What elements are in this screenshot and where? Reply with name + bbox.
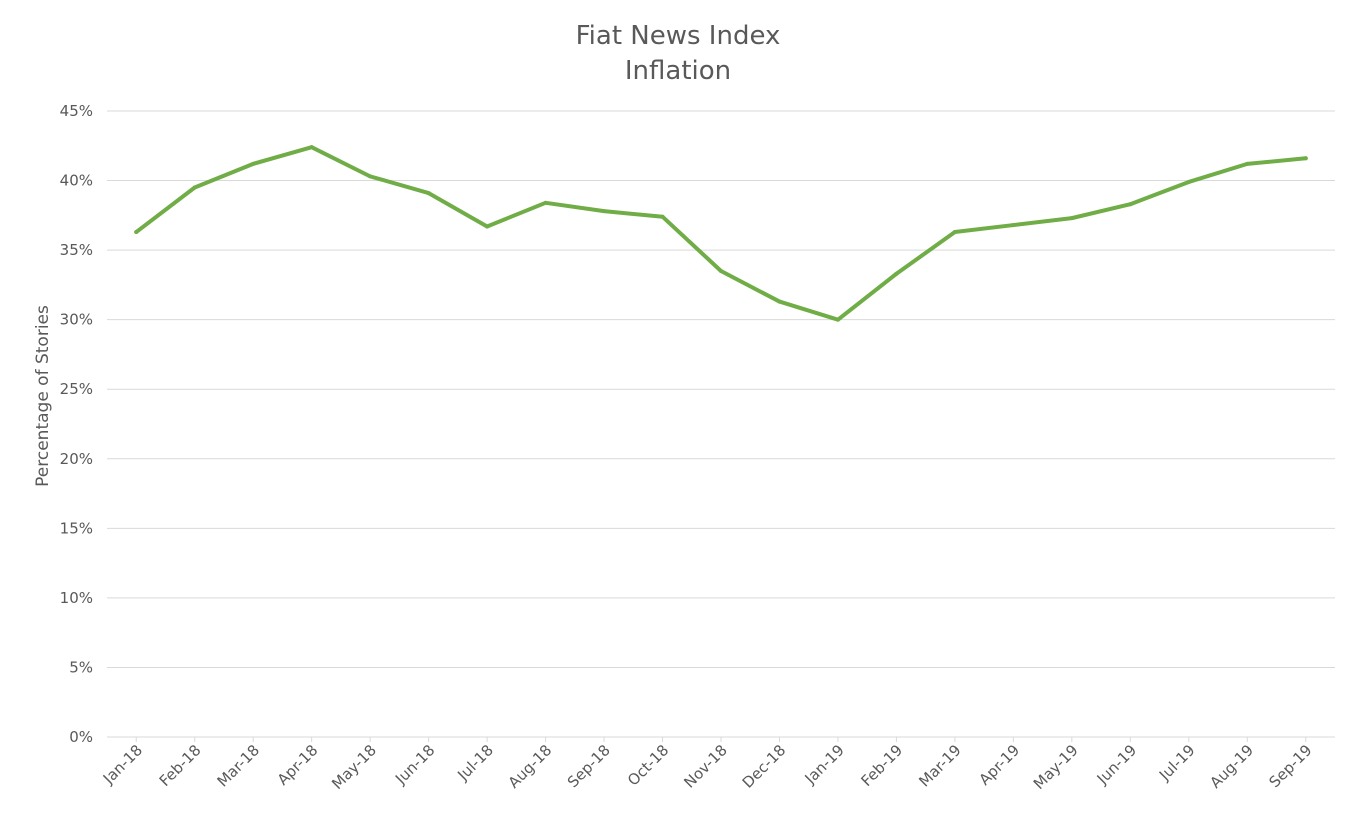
chart-subtitle: Inflation (625, 56, 731, 86)
data-point (1245, 161, 1250, 166)
y-tick-label: 5% (69, 658, 93, 676)
x-tick-label: Oct-18 (624, 741, 672, 789)
x-tick-label: Jul-19 (1155, 741, 1199, 785)
x-tick-label: Jun-18 (391, 741, 438, 788)
x-tick-label: Mar-19 (915, 741, 964, 790)
x-tick-label: Jun-19 (1093, 741, 1140, 788)
x-axis-ticks: Jan-18 Feb-18 Mar-18 Apr-18 May-18 Jun-18 Jul-… (99, 737, 1316, 793)
data-point (602, 209, 607, 214)
y-tick-label: 20% (60, 450, 93, 468)
chart-title: Fiat News Index (576, 21, 781, 51)
data-point (368, 174, 373, 179)
series-line (134, 145, 1308, 322)
x-tick-label: May-18 (328, 741, 380, 793)
x-tick-label: May-19 (1030, 741, 1082, 793)
y-tick-label: 0% (69, 728, 93, 746)
data-point (952, 230, 957, 235)
data-point (192, 185, 197, 190)
y-axis-title: Percentage of Stories (33, 305, 53, 487)
x-tick-label: Sep-18 (564, 741, 614, 791)
data-point (1128, 202, 1133, 207)
x-tick-label: Jul-18 (453, 741, 497, 785)
data-point (1186, 179, 1191, 184)
data-point (426, 191, 431, 196)
y-tick-label: 35% (60, 241, 93, 259)
data-point (1011, 223, 1016, 228)
data-point (894, 271, 899, 276)
series-group (134, 145, 1308, 322)
y-axis-ticks: 0% 5% 10% 15% 20% 25% 30% 35% 40% 45% (60, 102, 93, 746)
x-tick-label: Aug-18 (505, 741, 556, 792)
data-point (660, 214, 665, 219)
y-tick-label: 10% (60, 589, 93, 607)
x-tick-label: Feb-19 (857, 741, 906, 790)
data-point (777, 299, 782, 304)
x-tick-label: Aug-19 (1206, 741, 1257, 792)
data-point (134, 230, 139, 235)
x-tick-label: Sep-19 (1266, 741, 1316, 791)
x-tick-label: Nov-18 (680, 741, 730, 791)
x-tick-label: Apr-18 (274, 741, 322, 789)
x-tick-label: Jan-18 (99, 741, 146, 788)
data-point (1303, 156, 1308, 161)
x-tick-label: Jan-19 (801, 741, 848, 788)
x-tick-label: Mar-18 (214, 741, 263, 790)
y-tick-label: 45% (60, 102, 93, 120)
x-tick-label: Dec-18 (739, 741, 790, 792)
y-tick-label: 25% (60, 380, 93, 398)
data-point (719, 268, 723, 273)
data-point (1069, 216, 1074, 221)
x-tick-label: Feb-18 (156, 741, 205, 790)
data-point (835, 317, 840, 322)
y-tick-label: 30% (60, 311, 93, 329)
gridlines (107, 110, 1335, 738)
y-tick-label: 15% (60, 519, 93, 537)
y-tick-label: 40% (60, 172, 93, 190)
data-point (309, 145, 314, 150)
data-point (485, 224, 490, 229)
x-tick-label: Apr-19 (975, 741, 1023, 789)
data-point (251, 161, 256, 166)
data-point (543, 200, 548, 205)
